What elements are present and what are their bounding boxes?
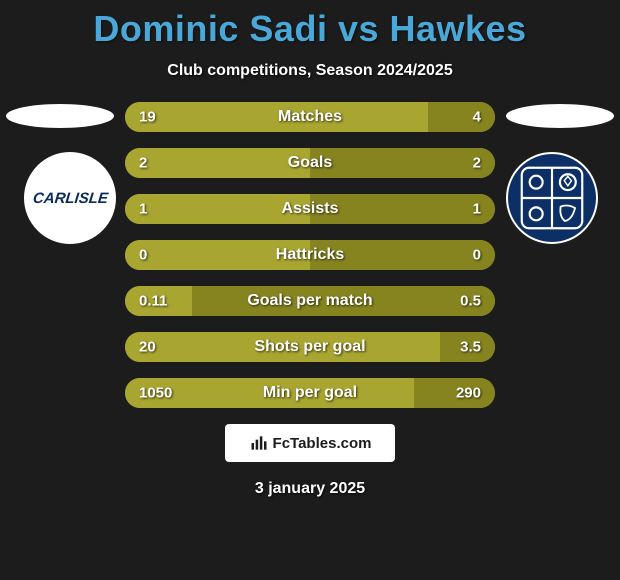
club-crest-right xyxy=(506,152,598,244)
stat-label: Shots per goal xyxy=(254,338,365,356)
stat-label: Min per goal xyxy=(263,384,357,402)
stat-row: 0.11 0.5 Goals per match xyxy=(125,286,495,316)
comparison-title: Dominic Sadi vs Hawkes xyxy=(0,0,620,50)
stat-value-right: 0 xyxy=(473,247,481,264)
stat-row: 1 1 Assists xyxy=(125,194,495,224)
site-badge: FcTables.com xyxy=(225,424,395,462)
chart-bars-icon xyxy=(249,433,269,453)
stat-row: 2 2 Goals xyxy=(125,148,495,178)
stat-row: 20 3.5 Shots per goal xyxy=(125,332,495,362)
stat-value-left: 0 xyxy=(139,247,147,264)
stat-fill-right xyxy=(428,102,495,132)
stat-label: Matches xyxy=(278,108,342,126)
player-marker-right xyxy=(506,104,614,128)
stat-value-right: 290 xyxy=(456,385,481,402)
stat-value-right: 2 xyxy=(473,155,481,172)
stat-label: Goals per match xyxy=(247,292,372,310)
stat-value-right: 1 xyxy=(473,201,481,218)
stat-value-left: 19 xyxy=(139,109,156,126)
stat-value-right: 3.5 xyxy=(460,339,481,356)
stat-row: 0 0 Hattricks xyxy=(125,240,495,270)
stat-fill-left xyxy=(125,148,310,178)
club-crest-right-icon xyxy=(516,162,588,234)
stat-value-right: 4 xyxy=(473,109,481,126)
comparison-subtitle: Club competitions, Season 2024/2025 xyxy=(0,62,620,80)
comparison-bars: 19 4 Matches 2 2 Goals 1 1 Assists 0 0 Hattricks 0.1… xyxy=(125,102,495,408)
stat-label: Goals xyxy=(288,154,332,172)
stat-value-left: 20 xyxy=(139,339,156,356)
comparison-main: CARLISLE 19 4 Matches 2 2 Goals 1 1 Assists 0 0 Hat… xyxy=(0,102,620,408)
stat-value-left: 2 xyxy=(139,155,147,172)
club-crest-left: CARLISLE xyxy=(24,152,116,244)
stat-value-left: 0.11 xyxy=(139,293,167,310)
player-marker-left xyxy=(6,104,114,128)
stat-label: Hattricks xyxy=(276,246,344,264)
stat-fill-left xyxy=(125,102,428,132)
stat-fill-right xyxy=(414,378,495,408)
site-badge-text: FcTables.com xyxy=(273,435,372,452)
stat-fill-right xyxy=(310,148,495,178)
stat-value-right: 0.5 xyxy=(460,293,481,310)
stat-row: 19 4 Matches xyxy=(125,102,495,132)
club-crest-left-label: CARLISLE xyxy=(32,190,109,207)
stat-row: 1050 290 Min per goal xyxy=(125,378,495,408)
stat-label: Assists xyxy=(282,200,339,218)
stat-value-left: 1050 xyxy=(139,385,172,402)
generation-date: 3 january 2025 xyxy=(0,480,620,498)
stat-value-left: 1 xyxy=(139,201,147,218)
